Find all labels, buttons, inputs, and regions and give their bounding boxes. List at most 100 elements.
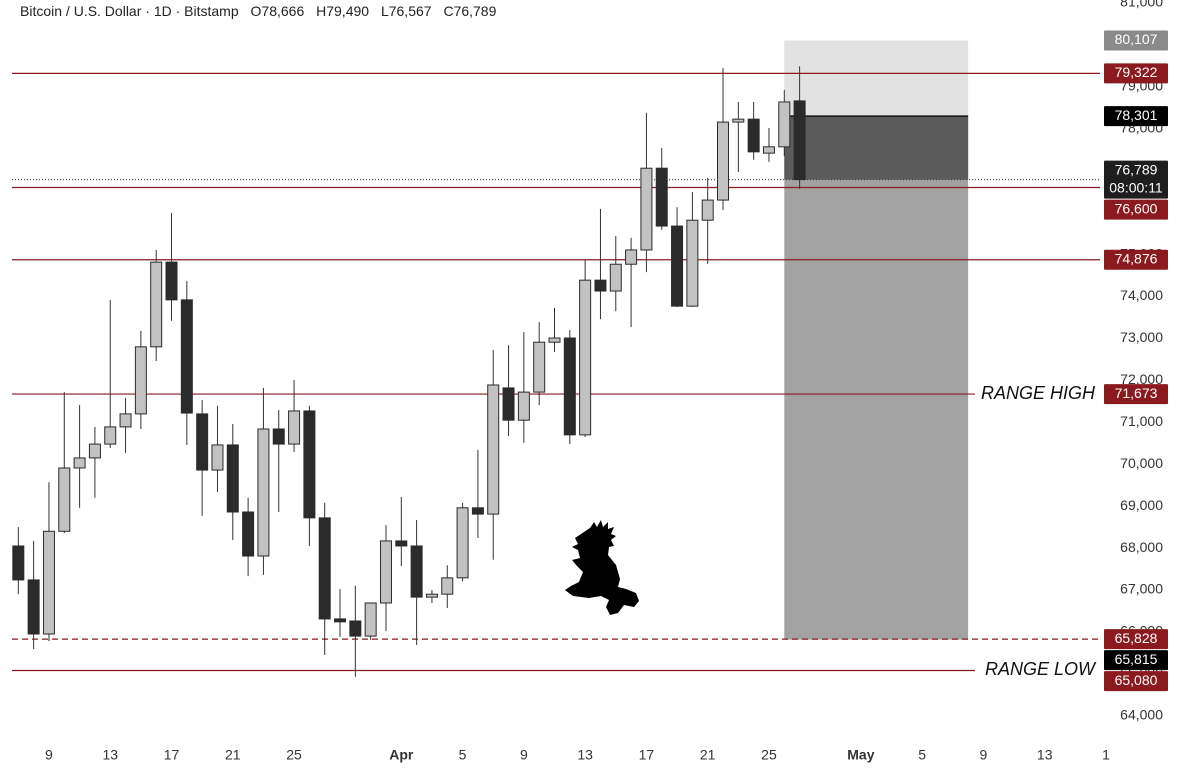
price-label: 65,080	[1115, 672, 1158, 688]
y-tick-label: 72,000	[1120, 371, 1163, 387]
candle-body	[334, 618, 347, 623]
candle-body	[272, 428, 285, 445]
price-label: 80,107	[1115, 31, 1158, 47]
candle-body	[762, 146, 775, 154]
open-pnl-zone	[784, 116, 969, 180]
price-label: 78,301	[1115, 107, 1158, 123]
candle-body	[594, 279, 607, 292]
y-tick-label: 70,000	[1120, 455, 1163, 471]
price-label: 65,815	[1115, 651, 1158, 667]
price-label-bg	[1104, 629, 1168, 650]
price-label: 65,828	[1115, 630, 1158, 646]
candle-body	[655, 167, 668, 227]
candle-body	[533, 341, 546, 393]
candle-body	[88, 443, 101, 459]
candle-body	[410, 545, 423, 598]
candle-body	[732, 118, 745, 123]
x-tick-label: 13	[577, 747, 593, 763]
candle-body	[640, 167, 653, 251]
stop-zone	[784, 40, 969, 117]
x-tick-label: 1	[1102, 747, 1110, 763]
x-tick-label: 5	[918, 747, 926, 763]
candle-body	[395, 540, 408, 547]
x-tick-label: 9	[45, 747, 53, 763]
price-label: 79,322	[1115, 64, 1158, 80]
candle-body	[456, 507, 469, 579]
y-tick-label: 74,000	[1120, 287, 1163, 303]
candle-body	[242, 511, 255, 557]
price-label: 76,600	[1115, 200, 1158, 216]
candle-body	[609, 263, 622, 292]
y-tick-label: 71,000	[1120, 413, 1163, 429]
candle-body	[671, 225, 684, 307]
level-text: RANGE HIGH	[981, 383, 1096, 403]
y-tick-label: 64,000	[1120, 706, 1163, 722]
ohlc-label: O78,666	[250, 3, 305, 19]
candle-body	[58, 467, 71, 532]
price-label-bg	[1104, 249, 1168, 270]
price-label: 71,673	[1115, 385, 1158, 401]
candle-body	[502, 387, 515, 421]
candle-body	[303, 410, 316, 519]
price-label-bg	[1104, 63, 1168, 84]
candle-body	[165, 261, 178, 301]
candle-body	[425, 593, 438, 598]
candle-body	[625, 249, 638, 265]
price-label: 74,876	[1115, 250, 1158, 266]
series	[12, 66, 806, 677]
candle-body	[579, 279, 592, 436]
candle-body	[27, 579, 40, 635]
candle-body	[793, 100, 806, 181]
x-tick-label: 25	[286, 747, 302, 763]
candle-body	[364, 602, 377, 637]
candle-body	[379, 540, 392, 604]
x-tick-label: 13	[1037, 747, 1053, 763]
symbol-title: Bitcoin / U.S. Dollar · 1D · Bitstamp	[20, 3, 239, 19]
candle-body	[517, 391, 530, 421]
candle-body	[563, 337, 576, 436]
candle-body	[150, 261, 163, 348]
x-tick-label: May	[847, 747, 874, 763]
ohlc-label: H79,490	[316, 3, 370, 19]
y-tick-label: 69,000	[1120, 497, 1163, 513]
x-tick-label: 9	[980, 747, 988, 763]
price-label-bg	[1104, 199, 1168, 220]
y-tick-label: 67,000	[1120, 581, 1163, 597]
x-tick-label: 17	[639, 747, 655, 763]
y-tick-label: 81,000	[1120, 0, 1163, 10]
drawings	[12, 40, 1100, 672]
candle-body	[134, 346, 147, 415]
candle-body	[196, 413, 209, 471]
candle-body	[318, 517, 331, 620]
candle-body	[211, 444, 224, 471]
countdown-label: 08:00:11	[1109, 179, 1163, 195]
symbol-header: Bitcoin / U.S. Dollar · 1D · Bitstamp O7…	[20, 3, 505, 19]
level-text: RANGE LOW	[985, 659, 1097, 679]
character-silhouette	[565, 520, 639, 615]
x-tick-label: 25	[761, 747, 777, 763]
candle-body	[717, 121, 730, 201]
x-tick-label: Apr	[389, 747, 414, 763]
price-label-bg	[1104, 384, 1168, 405]
candle-body	[180, 299, 193, 414]
x-tick-label: 21	[700, 747, 716, 763]
profit-zone	[784, 116, 969, 640]
x-tick-label: 5	[459, 747, 467, 763]
candle-body	[12, 545, 25, 581]
candle-body	[119, 413, 132, 428]
candle-body	[226, 444, 239, 513]
candle-body	[349, 620, 362, 637]
price-label-bg	[1104, 106, 1168, 127]
price-label: 76,789	[1115, 161, 1158, 177]
candle-body	[42, 530, 55, 635]
candle-body	[778, 101, 791, 148]
x-tick-label: 17	[164, 747, 180, 763]
ohlc-label: C76,789	[443, 3, 497, 19]
candle-body	[73, 457, 86, 469]
candle-body	[747, 118, 760, 153]
candle-body	[548, 337, 561, 343]
x-tick-label: 21	[225, 747, 241, 763]
candle-body	[288, 410, 301, 445]
